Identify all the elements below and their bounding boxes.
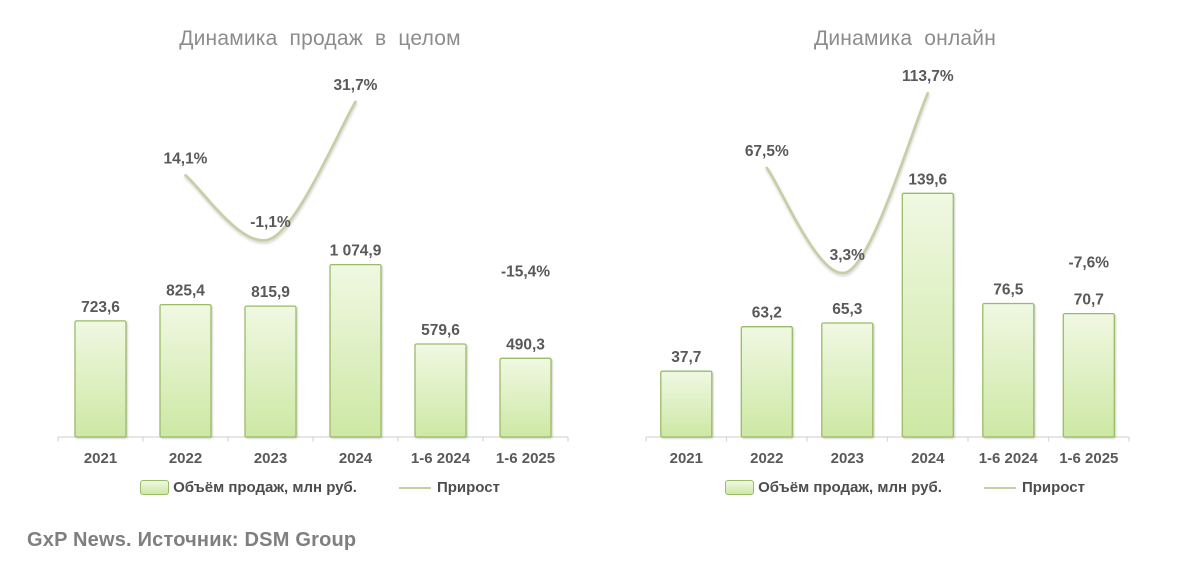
bar-series-swatch <box>725 480 755 495</box>
category-label: 2024 <box>911 450 945 467</box>
category-label: 2023 <box>254 450 287 467</box>
bar-series-swatch <box>140 480 170 495</box>
bar <box>159 303 212 438</box>
bar <box>329 263 382 438</box>
category-label: 2022 <box>169 450 202 467</box>
bar-value-label: 1 074,9 <box>330 243 382 260</box>
growth-line <box>184 100 357 242</box>
bar-series-label: Объём продаж, млн руб. <box>173 479 357 496</box>
bar-value-label: 579,6 <box>421 322 460 339</box>
bar-value-label: 825,4 <box>166 283 205 300</box>
category-label: 2024 <box>339 450 373 467</box>
chart-canvas: 37,7 2021 63,2 2022 65,3 2023 139,6 2024 76,5 1-6… <box>645 68 1130 467</box>
category-label: 1-6 2025 <box>496 450 555 467</box>
bar-series-label: Объём продаж, млн руб. <box>758 479 942 496</box>
sales-total-chart: Динамика продаж в целом 723,6 2021 825,4 20… <box>40 20 600 496</box>
bar-value-label: 815,9 <box>251 284 290 301</box>
bar <box>660 370 713 438</box>
bar-value-label: 723,6 <box>81 299 120 316</box>
bar <box>1062 312 1115 438</box>
source-attribution: GxP News. Источник: DSM Group <box>27 529 357 551</box>
growth-point-label: 113,7% <box>902 68 954 85</box>
category-label: 2022 <box>750 450 783 467</box>
category-label: 2023 <box>831 450 864 467</box>
bar <box>740 326 793 438</box>
bar-value-label: 490,3 <box>506 336 545 353</box>
bar <box>499 357 552 438</box>
chart-title: Динамика продаж в целом <box>179 27 461 50</box>
chart-legend: Объём продаж, млн руб. Прирост <box>625 479 1185 496</box>
category-label: 2021 <box>670 450 703 467</box>
bar <box>74 320 127 438</box>
online-sales-chart: Динамика онлайн 37,7 2021 63,2 2022 65,3 2023… <box>625 20 1185 496</box>
line-series-swatch <box>983 486 1016 489</box>
line-series-label: Прирост <box>436 479 500 496</box>
bar-value-label: 70,7 <box>1074 292 1104 309</box>
bar-value-label: 76,5 <box>993 282 1024 299</box>
growth-line <box>765 91 930 275</box>
bar <box>414 343 467 438</box>
bar-value-label: 65,3 <box>832 301 863 318</box>
bar-value-label: 139,6 <box>908 171 947 188</box>
bar <box>821 322 874 438</box>
growth-annotation-label: -7,6% <box>1069 255 1110 272</box>
chart-title: Динамика онлайн <box>813 27 997 50</box>
category-label: 2021 <box>84 450 117 467</box>
line-series-swatch <box>398 486 431 489</box>
bar-value-label: 63,2 <box>752 305 782 322</box>
bar <box>982 302 1035 438</box>
growth-point-label: -1,1% <box>250 214 291 231</box>
bar <box>901 192 954 438</box>
bar <box>244 305 297 438</box>
chart-canvas: 723,6 2021 825,4 2022 815,9 2023 1 074,9 2024 57… <box>57 77 569 467</box>
growth-point-label: 14,1% <box>164 150 208 167</box>
growth-point-label: 67,5% <box>745 143 789 160</box>
bar-value-label: 37,7 <box>671 349 701 366</box>
growth-point-label: 31,7% <box>334 77 378 94</box>
category-label: 1-6 2024 <box>979 450 1039 467</box>
category-label: 1-6 2024 <box>411 450 471 467</box>
category-label: 1-6 2025 <box>1059 450 1118 467</box>
growth-annotation-label: -15,4% <box>501 264 550 281</box>
chart-legend: Объём продаж, млн руб. Прирост <box>40 479 600 496</box>
line-series-label: Прирост <box>1021 479 1085 496</box>
growth-point-label: 3,3% <box>830 247 866 264</box>
